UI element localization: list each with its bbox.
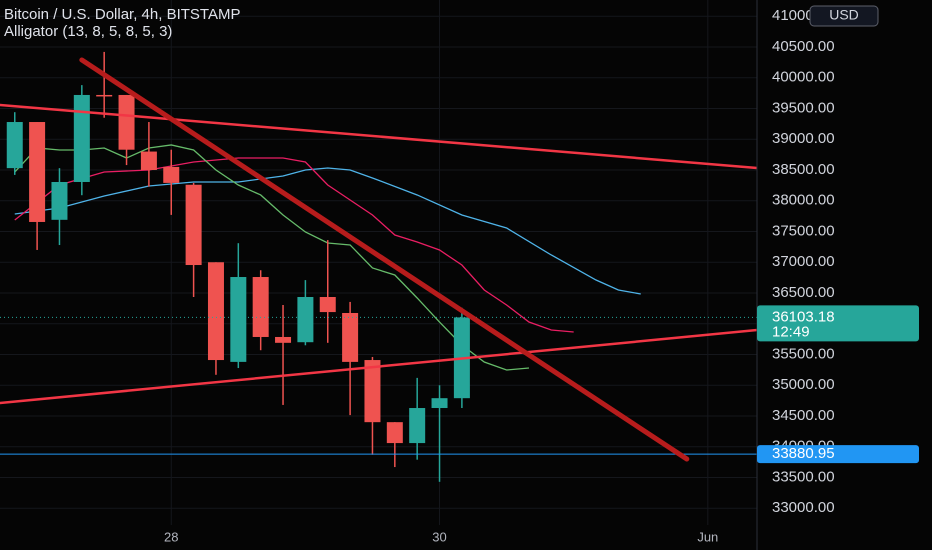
x-tick-label: 28 <box>164 529 178 544</box>
candle-body <box>342 312 359 362</box>
currency-button[interactable] <box>809 5 879 27</box>
trendline <box>0 103 759 170</box>
price-badge-label: 36103.18 <box>772 308 835 325</box>
line-badge-label: 33880.95 <box>772 445 835 462</box>
candle-body <box>409 408 426 444</box>
price-badge <box>757 305 919 342</box>
y-tick-label: 38500.00 <box>772 161 835 178</box>
y-tick-label: 40000.00 <box>772 69 835 86</box>
y-tick-label: 37000.00 <box>772 253 835 270</box>
y-tick-label: 33500.00 <box>772 468 835 485</box>
candle-body <box>431 398 448 409</box>
countdown-label: 12:49 <box>772 323 810 340</box>
x-tick-label: Jun <box>697 529 718 544</box>
candle-body <box>230 277 247 362</box>
trendline <box>79 57 690 462</box>
price-axis: 33000.0033500.0034000.0034500.0035000.00… <box>756 0 932 550</box>
y-tick-label: 35500.00 <box>772 345 835 362</box>
trendline <box>0 328 759 405</box>
candle-body <box>386 422 403 444</box>
currency-label[interactable]: USD <box>829 7 859 23</box>
candle-body <box>51 181 68 220</box>
candle-body <box>252 277 269 337</box>
y-tick-label: 38000.00 <box>772 192 835 209</box>
x-tick-label: 30 <box>432 529 446 544</box>
candle-body <box>297 297 314 343</box>
candle-body <box>6 122 23 169</box>
indicator-line <box>14 144 530 371</box>
y-tick-label: 36500.00 <box>772 284 835 301</box>
y-tick-label: 33000.00 <box>772 499 835 516</box>
y-tick-label: 37500.00 <box>772 222 835 239</box>
candle-body <box>96 94 113 97</box>
candle-body <box>73 94 90 182</box>
indicator-label: Alligator (13, 8, 5, 8, 5, 3) <box>4 23 172 40</box>
candle-body <box>140 151 157 170</box>
line-badge <box>757 445 919 464</box>
candle-body <box>275 336 292 343</box>
chart-title: Bitcoin / U.S. Dollar, 4h, BITSTAMP <box>4 6 240 23</box>
indicator-line <box>14 167 641 295</box>
y-tick-label: 40500.00 <box>772 38 835 55</box>
y-tick-label: 35000.00 <box>772 376 835 393</box>
candle-body <box>185 184 202 266</box>
candle-body <box>29 122 46 222</box>
plot <box>0 51 759 482</box>
y-tick-label: 34500.00 <box>772 407 835 424</box>
candle-body <box>364 360 381 423</box>
candle-body <box>319 297 336 313</box>
candle-body <box>163 166 180 183</box>
y-tick-label: 39500.00 <box>772 99 835 116</box>
candle-body <box>207 262 224 361</box>
candle-body <box>118 94 135 150</box>
y-tick-label: 39000.00 <box>772 130 835 147</box>
